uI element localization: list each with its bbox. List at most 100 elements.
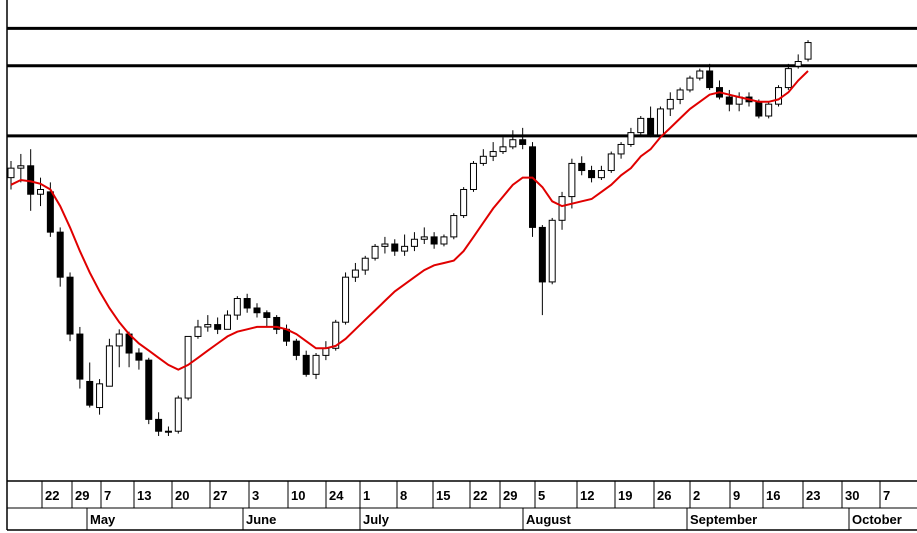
candle: [430, 232, 438, 249]
candle-body-up: [558, 196, 566, 221]
candle: [194, 319, 202, 339]
day-label: 30: [845, 488, 859, 503]
candle-body-up: [420, 236, 428, 240]
candle: [607, 151, 615, 173]
candle-body-down: [529, 146, 537, 228]
candle: [637, 116, 645, 135]
candle: [105, 338, 113, 387]
candle: [568, 158, 576, 209]
day-label: 26: [657, 488, 671, 503]
candle-body-up: [371, 245, 379, 259]
candle-body-down: [86, 380, 94, 406]
candle-body-down: [155, 418, 163, 432]
candle: [115, 329, 123, 368]
candle: [420, 227, 428, 244]
candle: [86, 362, 94, 408]
day-label: 29: [503, 488, 517, 503]
candle: [666, 92, 674, 117]
day-label: 7: [883, 488, 890, 503]
candle: [351, 262, 359, 282]
candle: [371, 244, 379, 261]
candle: [17, 153, 25, 183]
candle: [401, 234, 409, 256]
candle: [66, 272, 74, 342]
candle-body-up: [804, 42, 812, 60]
candle-body-up: [617, 143, 625, 155]
candle: [686, 75, 694, 93]
candle-body-down: [647, 117, 655, 136]
candle: [765, 101, 773, 119]
candle-body-up: [469, 162, 477, 190]
candle: [538, 225, 546, 316]
candle: [588, 165, 596, 183]
month-label: October: [852, 512, 902, 527]
candle-body-up: [342, 276, 350, 323]
candle-body-down: [706, 70, 714, 89]
candle-body-up: [312, 354, 320, 375]
candle-body-up: [460, 188, 468, 217]
day-label: 23: [806, 488, 820, 503]
candle-body-down: [27, 165, 35, 195]
day-label: 16: [766, 488, 780, 503]
candle-body-up: [361, 257, 369, 271]
day-label: 1: [363, 488, 370, 503]
day-label: 24: [329, 488, 344, 503]
candle: [499, 137, 507, 154]
candle: [529, 142, 537, 237]
candle-body-down: [263, 312, 271, 318]
candle-body-up: [794, 61, 802, 67]
day-label: 9: [733, 488, 740, 503]
candle-body-down: [253, 307, 261, 314]
month-label: May: [90, 512, 116, 527]
candle: [302, 350, 310, 377]
candle-body-up: [666, 98, 674, 110]
candle: [145, 357, 153, 425]
candles: [7, 40, 812, 436]
candle: [391, 239, 399, 256]
candle: [489, 142, 497, 162]
candle: [233, 296, 241, 320]
candle: [361, 255, 369, 275]
candle-body-up: [479, 155, 487, 164]
candle-body-up: [568, 162, 576, 198]
candle-body-up: [351, 269, 359, 278]
candle: [548, 217, 556, 285]
candle-body-up: [223, 314, 231, 330]
candle: [214, 317, 222, 335]
candle-body-up: [440, 236, 448, 245]
candle: [184, 335, 192, 401]
candle: [558, 191, 566, 230]
candle: [155, 412, 163, 436]
candle: [410, 232, 418, 252]
month-label: September: [690, 512, 757, 527]
month-ticks: May June July August September October: [86, 508, 902, 530]
candle: [381, 236, 389, 254]
candle: [56, 227, 64, 287]
candle-body-up: [489, 151, 497, 157]
day-label: 2: [693, 488, 700, 503]
candle: [96, 379, 104, 415]
candle: [775, 85, 783, 107]
candle-body-down: [588, 170, 596, 179]
candle: [656, 106, 664, 136]
day-label: 22: [45, 488, 59, 503]
moving-average-line: [10, 70, 809, 371]
candle-body-down: [538, 226, 546, 283]
candle: [627, 127, 635, 147]
time-axis: 22 29 7 13 20 27 3 10 24 1 8 15 22 29 5 12 19 26 2 9 16 23 30 7…: [7, 480, 917, 531]
day-label: 19: [618, 488, 632, 503]
candle-body-up: [322, 347, 330, 356]
candle-body-up: [784, 68, 792, 89]
candle-body-up: [184, 335, 192, 399]
candle: [135, 348, 143, 370]
candle-body-down: [145, 359, 153, 420]
candle-body-up: [401, 245, 409, 252]
candle: [273, 315, 281, 335]
candle-body-up: [105, 345, 113, 387]
candle-body-up: [17, 165, 25, 169]
candle-body-down: [243, 298, 251, 309]
candle-body-down: [273, 316, 281, 330]
candle-body-up: [233, 298, 241, 316]
candle: [696, 68, 704, 81]
